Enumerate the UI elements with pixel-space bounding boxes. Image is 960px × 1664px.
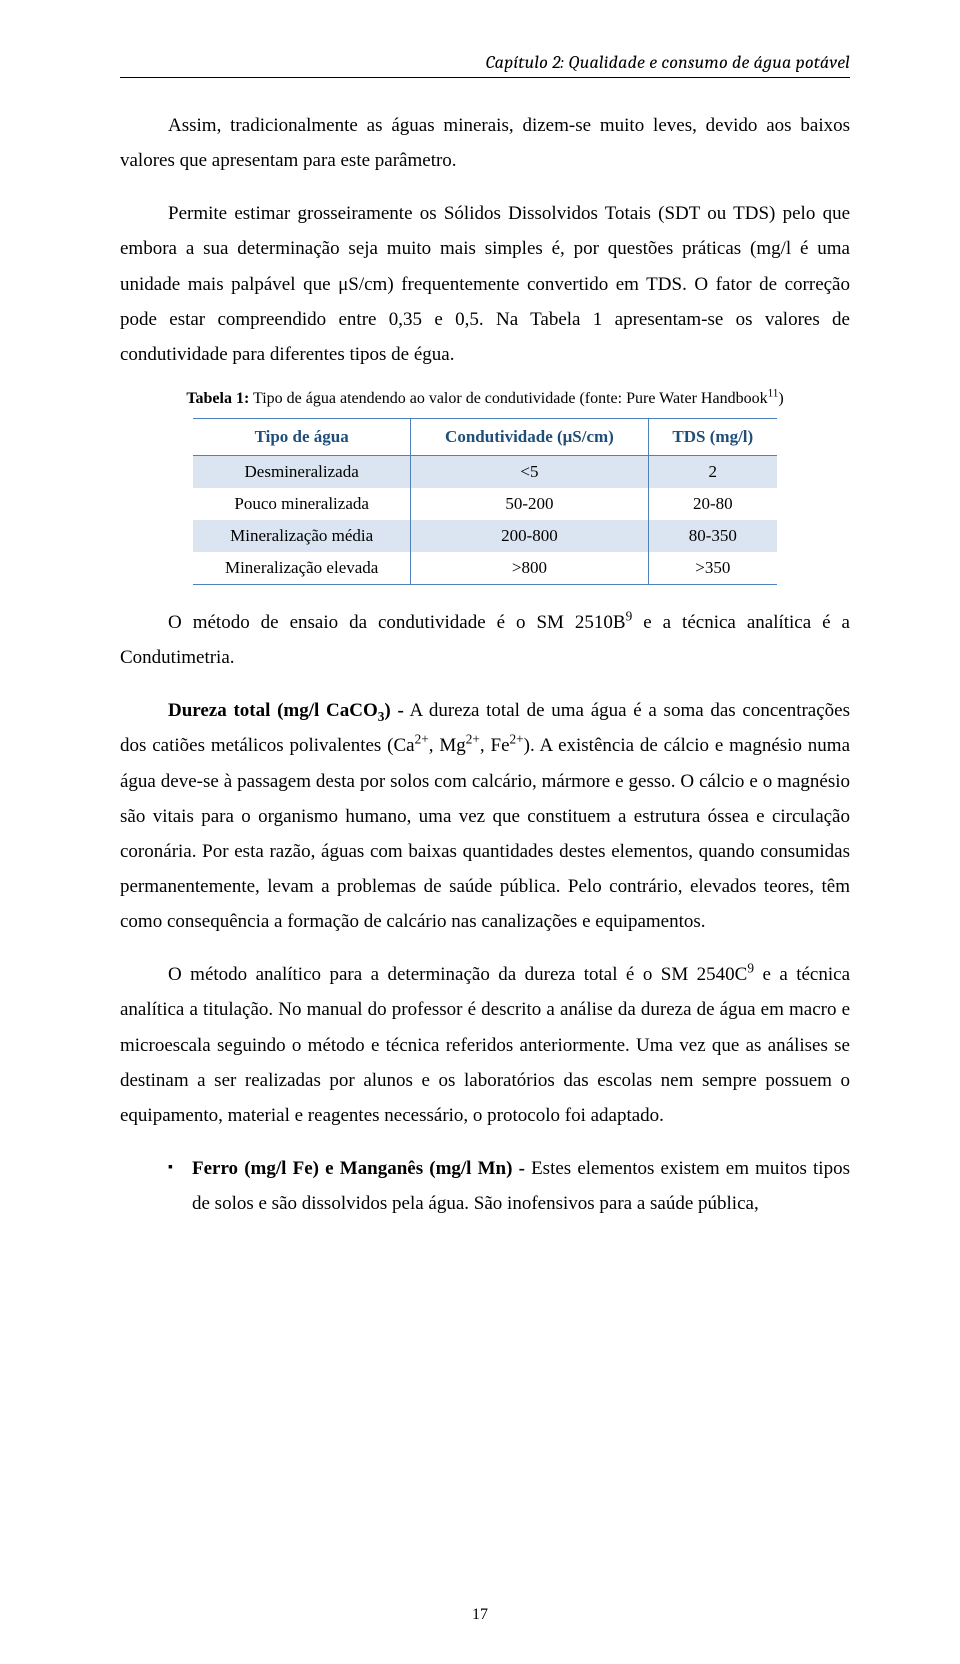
table-caption: Tabela 1: Tipo de água atendendo ao valo… [120, 390, 850, 408]
paragraph-method2: O método analítico para a determinação d… [120, 957, 850, 1133]
col-tds: TDS (mg/l) [648, 418, 777, 455]
paragraph-intro: Assim, tradicionalmente as águas minerai… [120, 108, 850, 178]
dureza-sup2: 2+ [466, 732, 480, 747]
dureza-label: Dureza total (mg/l CaCO3) - [168, 700, 404, 721]
table-row: Mineralização elevada >800 >350 [193, 552, 777, 585]
caption-close: ) [778, 390, 783, 407]
dureza-body3: , Fe [480, 735, 510, 756]
cell: >800 [411, 552, 648, 585]
cell: Pouco mineralizada [193, 488, 411, 520]
para5-b: e a técnica analítica a titulação. No ma… [120, 964, 850, 1126]
cell: <5 [411, 455, 648, 488]
para5-a: O método analítico para a determinação d… [168, 964, 747, 985]
cell: 200-800 [411, 520, 648, 552]
dureza-body4: ). A existência de cálcio e magnésio num… [120, 735, 850, 932]
dureza-sup3: 2+ [510, 732, 524, 747]
conductivity-table: Tipo de água Condutividade (μS/cm) TDS (… [193, 418, 777, 585]
col-condutividade: Condutividade (μS/cm) [411, 418, 648, 455]
caption-sup: 11 [768, 388, 779, 400]
bullet-ferro: ▪ Ferro (mg/l Fe) e Manganês (mg/l Mn) -… [168, 1151, 850, 1221]
bullet-strong: Ferro (mg/l Fe) e Manganês (mg/l Mn) - [192, 1158, 525, 1179]
table-row: Mineralização média 200-800 80-350 [193, 520, 777, 552]
document-page: Capítulo 2: Qualidade e consumo de água … [0, 0, 960, 1664]
para3-a: O método de ensaio da condutividade é o … [168, 612, 626, 633]
chapter-header: Capítulo 2: Qualidade e consumo de água … [120, 52, 850, 73]
cell: 50-200 [411, 488, 648, 520]
col-tipo: Tipo de água [193, 418, 411, 455]
cell: 20-80 [648, 488, 777, 520]
chapter-rule [120, 77, 850, 78]
bullet-body: Ferro (mg/l Fe) e Manganês (mg/l Mn) - E… [192, 1151, 850, 1221]
paragraph-tds: Permite estimar grosseiramente os Sólido… [120, 196, 850, 372]
cell: 80-350 [648, 520, 777, 552]
paragraph-method: O método de ensaio da condutividade é o … [120, 605, 850, 675]
dureza-label-a: Dureza total (mg/l CaCO [168, 700, 378, 721]
table-header-row: Tipo de água Condutividade (μS/cm) TDS (… [193, 418, 777, 455]
table-row: Desmineralizada <5 2 [193, 455, 777, 488]
cell: Mineralização média [193, 520, 411, 552]
caption-label: Tabela 1: [186, 390, 249, 407]
cell: Mineralização elevada [193, 552, 411, 585]
paragraph-dureza: Dureza total (mg/l CaCO3) - A dureza tot… [120, 693, 850, 939]
cell: 2 [648, 455, 777, 488]
dureza-label-b: ) - [384, 700, 403, 721]
para5-sup: 9 [747, 961, 754, 976]
page-number: 17 [0, 1606, 960, 1624]
cell: >350 [648, 552, 777, 585]
caption-body: Tipo de água atendendo ao valor de condu… [249, 390, 767, 407]
table-row: Pouco mineralizada 50-200 20-80 [193, 488, 777, 520]
dureza-sup1: 2+ [415, 732, 429, 747]
cell: Desmineralizada [193, 455, 411, 488]
para2-unit: μS/cm [338, 274, 387, 295]
bullet-marker-icon: ▪ [168, 1151, 192, 1221]
dureza-body2: , Mg [429, 735, 466, 756]
